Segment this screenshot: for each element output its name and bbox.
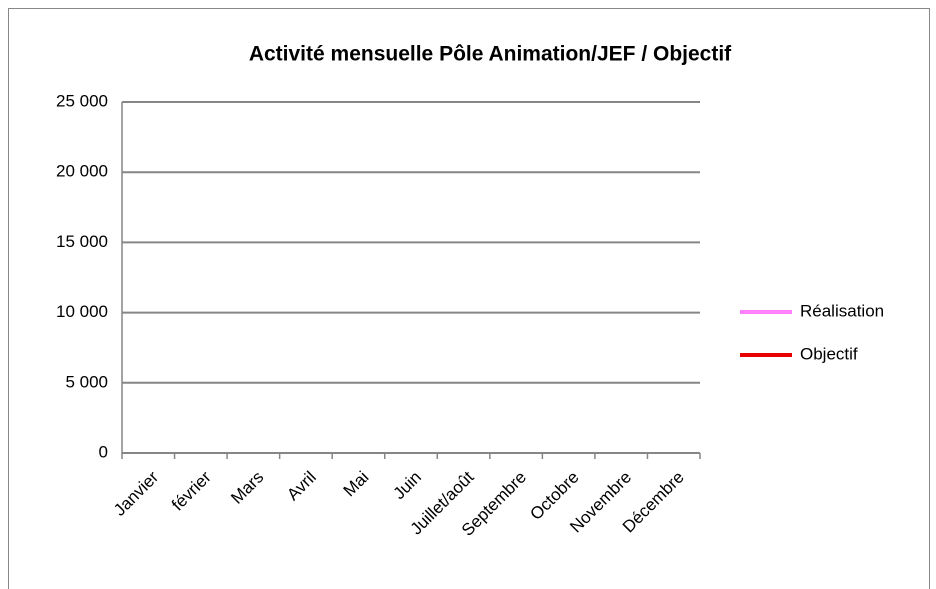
y-tick-label: 10 000 [56, 302, 108, 321]
y-tick-label: 0 [99, 442, 108, 461]
chart-frame [8, 8, 930, 589]
y-tick-label: 5 000 [65, 372, 108, 391]
legend-label: Objectif [800, 344, 858, 363]
legend-label: Réalisation [800, 301, 884, 320]
y-tick-label: 15 000 [56, 232, 108, 251]
y-tick-label: 25 000 [56, 91, 108, 110]
y-tick-label: 20 000 [56, 162, 108, 181]
chart-title: Activité mensuelle Pôle Animation/JEF / … [249, 43, 732, 66]
